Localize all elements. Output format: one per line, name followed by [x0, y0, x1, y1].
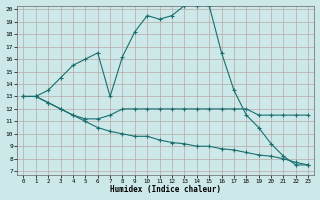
X-axis label: Humidex (Indice chaleur): Humidex (Indice chaleur) — [110, 185, 221, 194]
